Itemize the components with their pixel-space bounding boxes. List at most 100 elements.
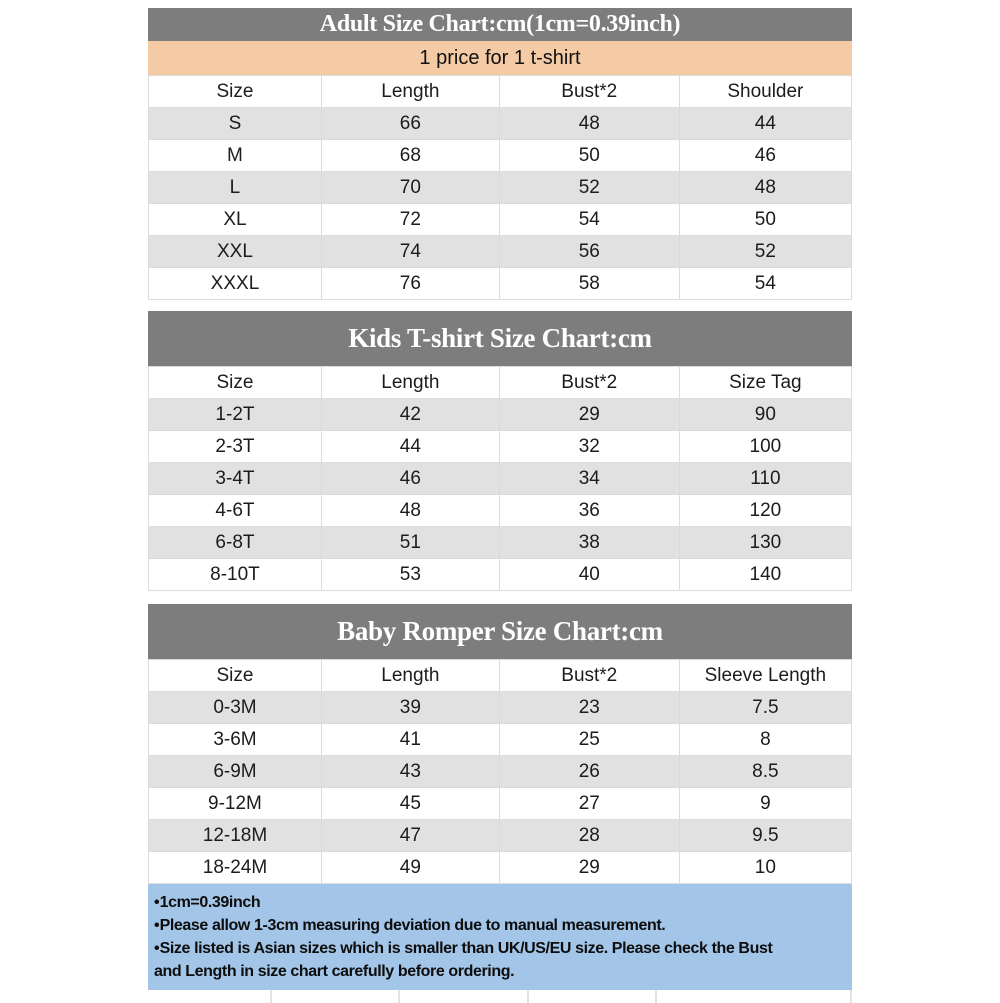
value-cell: 34	[498, 462, 680, 495]
kids-table-head: Size Length Bust*2 Size Tag	[148, 366, 853, 399]
column-header: Sleeve Length	[678, 659, 853, 692]
value-cell: 8.5	[678, 755, 853, 788]
value-cell: 74	[320, 235, 500, 268]
size-cell: 8-10T	[148, 558, 322, 591]
table-row: 4-6T 48 36 120	[148, 494, 853, 527]
size-cell: S	[148, 107, 322, 140]
value-cell: 51	[320, 526, 500, 559]
size-cell: 6-8T	[148, 526, 322, 559]
value-cell: 8	[678, 723, 853, 756]
table-row: L 70 52 48	[148, 171, 853, 204]
column-header: Size	[148, 366, 322, 399]
table-row: 0-3M 39 23 7.5	[148, 691, 853, 724]
value-cell: 43	[320, 755, 500, 788]
size-cell: L	[148, 171, 322, 204]
adult-size-section: Adult Size Chart:cm(1cm=0.39inch) 1 pric…	[148, 8, 853, 300]
column-header: Bust*2	[498, 659, 680, 692]
size-cell: 0-3M	[148, 691, 322, 724]
column-header-row: Size Length Bust*2 Shoulder	[148, 75, 853, 108]
kids-table-body: 1-2T 42 29 90 2-3T 44 32 100 3-4T 46 34 110 4-6T 48 36…	[148, 398, 853, 591]
table-row: XL 72 54 50	[148, 203, 853, 236]
column-header-row: Size Length Bust*2 Sleeve Length	[148, 659, 853, 692]
note-line: and Length in size chart carefully befor…	[154, 960, 846, 983]
kids-size-section: Kids T-shirt Size Chart:cm Size Length Bus…	[148, 311, 853, 591]
value-cell: 90	[678, 398, 853, 431]
value-cell: 58	[498, 267, 680, 300]
size-cell: 6-9M	[148, 755, 322, 788]
value-cell: 42	[320, 398, 500, 431]
kids-chart-title: Kids T-shirt Size Chart:cm	[148, 311, 852, 366]
note-text: 1cm=0.39inch	[159, 894, 261, 911]
size-cell: M	[148, 139, 322, 172]
bullet-icon: •	[154, 940, 160, 957]
column-header: Shoulder	[678, 75, 853, 108]
value-cell: 76	[320, 267, 500, 300]
table-row: 3-6M 41 25 8	[148, 723, 853, 756]
table-row: 1-2T 42 29 90	[148, 398, 853, 431]
value-cell: 54	[498, 203, 680, 236]
note-line: •Please allow 1-3cm measuring deviation …	[154, 914, 846, 937]
baby-table-head: Size Length Bust*2 Sleeve Length	[148, 659, 853, 692]
value-cell: 140	[678, 558, 853, 591]
size-cell: 1-2T	[148, 398, 322, 431]
note-text: and Length in size chart carefully befor…	[154, 963, 515, 980]
value-cell: 50	[498, 139, 680, 172]
value-cell: 27	[498, 787, 680, 820]
adult-chart-title: Adult Size Chart:cm(1cm=0.39inch)	[148, 8, 852, 41]
value-cell: 48	[498, 107, 680, 140]
column-header: Bust*2	[498, 366, 680, 399]
value-cell: 66	[320, 107, 500, 140]
size-cell: 3-4T	[148, 462, 322, 495]
column-header: Size	[148, 659, 322, 692]
table-row: 8-10T 53 40 140	[148, 558, 853, 591]
table-row: S 66 48 44	[148, 107, 853, 140]
value-cell: 9.5	[678, 819, 853, 852]
table-row: 6-8T 51 38 130	[148, 526, 853, 559]
table-row: 2-3T 44 32 100	[148, 430, 853, 463]
column-header: Length	[320, 366, 500, 399]
value-cell: 39	[320, 691, 500, 724]
adult-table-head: Size Length Bust*2 Shoulder	[148, 75, 853, 108]
value-cell: 52	[498, 171, 680, 204]
column-header: Size Tag	[678, 366, 853, 399]
value-cell: 47	[320, 819, 500, 852]
column-header-row: Size Length Bust*2 Size Tag	[148, 366, 853, 399]
column-header: Length	[320, 75, 500, 108]
value-cell: 110	[678, 462, 853, 495]
table-row: M 68 50 46	[148, 139, 853, 172]
table-row: XXXL 76 58 54	[148, 267, 853, 300]
value-cell: 68	[320, 139, 500, 172]
value-cell: 56	[498, 235, 680, 268]
price-banner: 1 price for 1 t-shirt	[148, 41, 852, 75]
size-cell: XXXL	[148, 267, 322, 300]
baby-size-section: Baby Romper Size Chart:cm Size Length Bust…	[148, 604, 853, 884]
baby-chart-title: Baby Romper Size Chart:cm	[148, 604, 852, 659]
value-cell: 50	[678, 203, 853, 236]
value-cell: 100	[678, 430, 853, 463]
table-row: 3-4T 46 34 110	[148, 462, 853, 495]
table-row: XXL 74 56 52	[148, 235, 853, 268]
value-cell: 70	[320, 171, 500, 204]
value-cell: 48	[320, 494, 500, 527]
note-line: •1cm=0.39inch	[154, 891, 846, 914]
size-cell: 2-3T	[148, 430, 322, 463]
baby-table-body: 0-3M 39 23 7.5 3-6M 41 25 8 6-9M 43 26 8.5 9-12M 45 27…	[148, 691, 853, 884]
size-chart-sheet: Adult Size Chart:cm(1cm=0.39inch) 1 pric…	[148, 0, 853, 1003]
note-text: Please allow 1-3cm measuring deviation d…	[159, 917, 666, 934]
value-cell: 45	[320, 787, 500, 820]
table-row: 6-9M 43 26 8.5	[148, 755, 853, 788]
note-line: •Size listed is Asian sizes which is sma…	[154, 937, 846, 960]
baby-size-table: Size Length Bust*2 Sleeve Length 0-3M 39 23 7.…	[148, 659, 853, 884]
value-cell: 46	[320, 462, 500, 495]
table-row: 18-24M 49 29 10	[148, 851, 853, 884]
kids-size-table: Size Length Bust*2 Size Tag 1-2T 42 29 90 2-3T 4…	[148, 366, 853, 591]
value-cell: 7.5	[678, 691, 853, 724]
table-row: 12-18M 47 28 9.5	[148, 819, 853, 852]
value-cell: 41	[320, 723, 500, 756]
value-cell: 44	[320, 430, 500, 463]
notes-panel: •1cm=0.39inch •Please allow 1-3cm measuri…	[148, 884, 852, 990]
value-cell: 25	[498, 723, 680, 756]
column-header: Length	[320, 659, 500, 692]
value-cell: 23	[498, 691, 680, 724]
value-cell: 36	[498, 494, 680, 527]
